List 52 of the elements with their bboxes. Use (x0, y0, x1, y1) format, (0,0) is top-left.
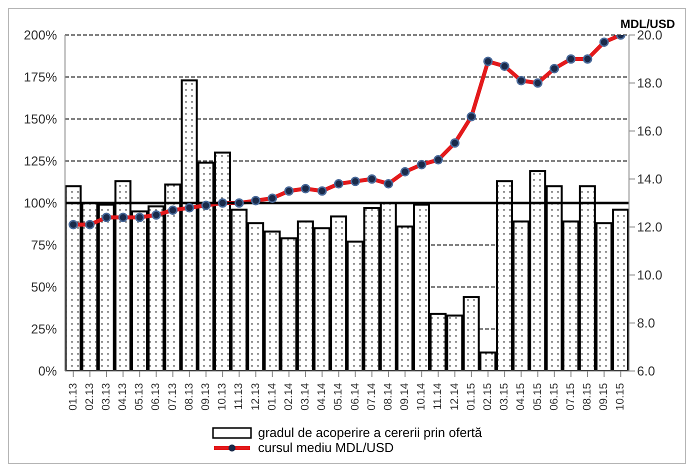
x-tick-label: 05.15 (532, 383, 544, 411)
x-tick-label: 03.13 (100, 383, 112, 411)
x-tick-label: 01.13 (67, 383, 80, 411)
x-tick-label: 07.14 (366, 383, 378, 411)
y2-tick-label: 18.0 (637, 76, 662, 91)
x-tick-label: 12.14 (448, 383, 461, 411)
x-tick-label: 04.13 (117, 383, 130, 411)
y-tick-label: 125% (24, 154, 58, 169)
x-tick-label: 10.15 (614, 383, 627, 411)
y2-tick-label: 10.0 (637, 268, 662, 283)
x-tick-label: 03.15 (498, 383, 511, 411)
x-tick-label: 11.13 (233, 383, 246, 410)
x-tick-label: 11.14 (432, 383, 444, 410)
y-tick-label: 75% (30, 238, 58, 253)
y-tick-label: 100% (24, 196, 58, 211)
y2-tick-label: 8.0 (637, 316, 656, 331)
x-tick-label: 09.15 (598, 383, 610, 411)
x-tick-label: 01.15 (465, 383, 478, 411)
y-tick-label: 150% (24, 112, 58, 127)
x-tick-label: 05.13 (134, 383, 146, 411)
x-tick-label: 12.13 (250, 383, 262, 411)
y-tick-label: 175% (24, 70, 58, 85)
y2-tick-label: 16.0 (637, 124, 662, 139)
x-tick-label: 04.14 (316, 383, 328, 411)
x-tick-label: 09.13 (200, 383, 212, 411)
x-tick-label: 03.14 (300, 383, 312, 411)
x-tick-label: 06.14 (349, 383, 362, 411)
y-tick-label: 50% (30, 280, 58, 295)
x-tick-label: 10.13 (216, 383, 229, 411)
x-tick-label: 09.14 (399, 383, 412, 411)
legend-label: cursul mediu MDL/USD (258, 440, 394, 455)
y-tick-label: 0% (38, 364, 58, 379)
x-tick-label: 06.13 (150, 383, 162, 411)
x-tick-label: 08.14 (382, 383, 394, 411)
y2-tick-label: 14.0 (637, 172, 662, 187)
x-tick-label: 10.14 (416, 383, 428, 411)
x-tick-label: 02.13 (84, 383, 96, 411)
x-tick-label: 06.15 (548, 383, 560, 411)
x-tick-label: 04.15 (515, 383, 528, 411)
x-tick-label: 02.14 (282, 383, 295, 411)
x-tick-label: 08.15 (582, 383, 594, 411)
y-tick-label: 200% (24, 28, 58, 43)
x-tick-label: 02.15 (482, 383, 494, 411)
x-tick-label: 05.14 (332, 383, 345, 411)
y-tick-label: 25% (30, 322, 58, 337)
legend-label: gradul de acoperire a cererii prin ofertă (258, 425, 482, 440)
x-tick-label: 08.13 (183, 383, 196, 411)
y2-tick-label: 6.0 (637, 364, 656, 379)
x-tick-label: 01.14 (266, 383, 278, 411)
x-tick-label: 07.15 (564, 383, 577, 411)
x-tick-label: 07.13 (166, 383, 179, 411)
y2-tick-label: 12.0 (637, 220, 662, 235)
